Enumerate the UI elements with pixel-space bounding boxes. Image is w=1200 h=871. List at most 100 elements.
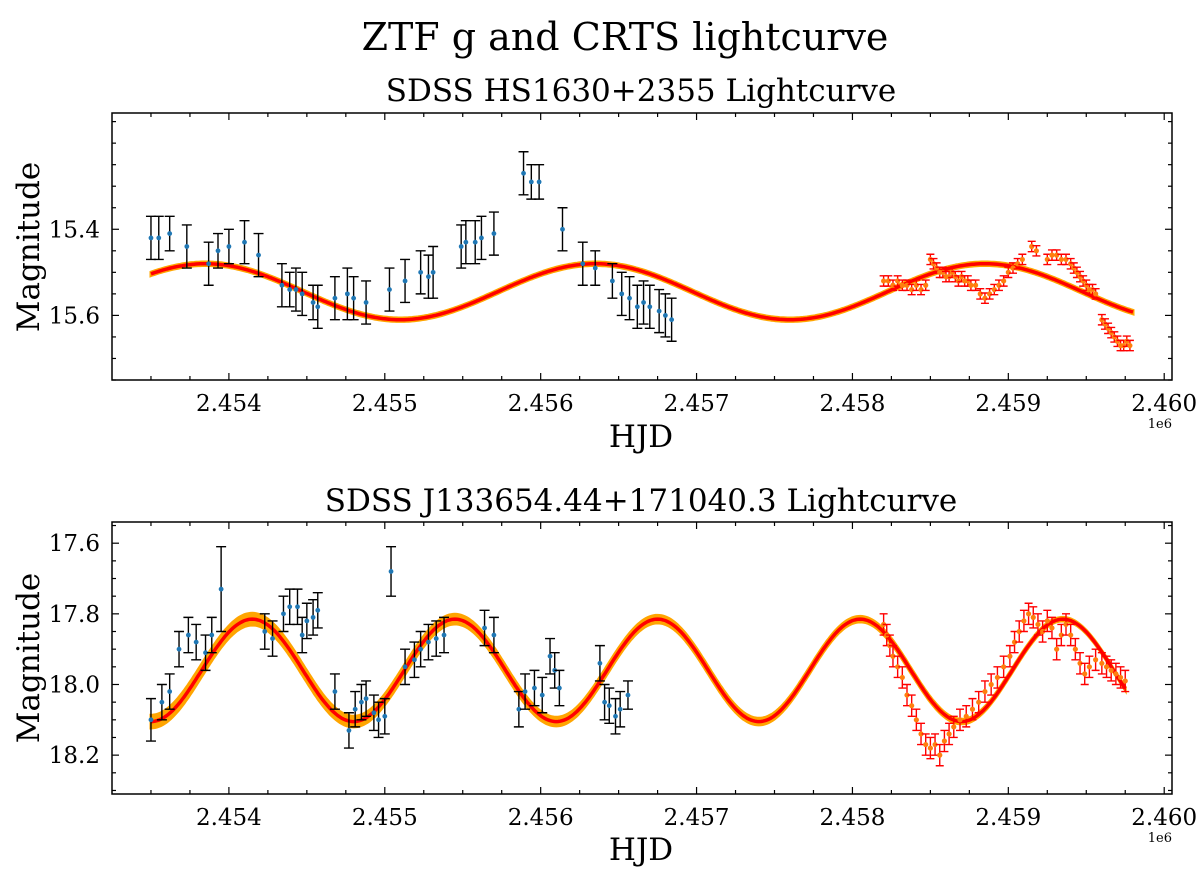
data-point bbox=[1001, 664, 1007, 670]
y-tick-label: 15.6 bbox=[49, 303, 100, 329]
data-point bbox=[491, 231, 497, 236]
data-point bbox=[946, 731, 952, 737]
x-tick-label: 2.458 bbox=[820, 805, 886, 831]
data-point bbox=[184, 244, 190, 249]
data-point bbox=[951, 724, 957, 730]
x-offset-label: 1e6 bbox=[1148, 831, 1172, 846]
data-point bbox=[923, 282, 929, 288]
data-point bbox=[927, 745, 933, 751]
data-point bbox=[1093, 291, 1099, 297]
data-point bbox=[206, 261, 212, 267]
data-point bbox=[1058, 632, 1064, 638]
data-point bbox=[957, 717, 963, 723]
data-point bbox=[352, 706, 358, 712]
data-point bbox=[359, 699, 364, 705]
data-point bbox=[281, 611, 286, 617]
y-tick-label: 17.6 bbox=[49, 531, 100, 557]
data-point bbox=[934, 265, 940, 271]
data-point bbox=[295, 604, 300, 610]
data-point bbox=[270, 636, 275, 641]
data-point bbox=[1080, 278, 1086, 284]
crts-series bbox=[145, 151, 677, 342]
data-point bbox=[1122, 678, 1128, 684]
x-tick-label: 2.455 bbox=[352, 805, 418, 831]
data-point bbox=[287, 287, 293, 292]
model-band-layer bbox=[149, 260, 1135, 323]
data-point bbox=[1040, 628, 1046, 635]
data-point bbox=[647, 304, 653, 310]
data-point bbox=[634, 304, 640, 310]
data-point bbox=[351, 295, 357, 301]
data-point bbox=[287, 604, 293, 610]
x-tick-label: 2.457 bbox=[664, 391, 730, 417]
data-point bbox=[1068, 261, 1074, 267]
data-point bbox=[159, 699, 165, 705]
panel-title: SDSS J133654.44+171040.3 Lightcurve bbox=[325, 483, 957, 519]
data-point bbox=[426, 274, 431, 280]
y-tick-label: 18.0 bbox=[49, 672, 100, 698]
data-point bbox=[203, 650, 208, 656]
data-point bbox=[1114, 338, 1121, 344]
data-point bbox=[904, 282, 910, 288]
data-point bbox=[176, 646, 182, 652]
data-point bbox=[1063, 256, 1069, 263]
data-point bbox=[923, 741, 929, 748]
data-point bbox=[918, 286, 924, 293]
plot-frame bbox=[111, 112, 1173, 381]
data-point bbox=[363, 300, 369, 305]
data-point bbox=[904, 692, 910, 698]
data-point bbox=[156, 235, 162, 241]
data-point bbox=[1054, 252, 1060, 258]
data-point bbox=[982, 295, 988, 301]
data-point bbox=[433, 636, 439, 641]
data-point bbox=[918, 731, 924, 737]
data-point bbox=[387, 287, 392, 292]
data-point bbox=[262, 629, 268, 634]
crts-series bbox=[145, 546, 633, 749]
data-point bbox=[987, 291, 993, 297]
panel-hs1630: SDSS HS1630+2355 Lightcurve 2.454 2.455 2.… bbox=[11, 73, 1197, 455]
data-point bbox=[885, 278, 891, 284]
data-point bbox=[556, 685, 562, 691]
data-point bbox=[1005, 269, 1011, 275]
y-axis-label: Magnitude bbox=[11, 162, 47, 333]
data-point bbox=[521, 170, 526, 176]
data-point bbox=[609, 278, 615, 284]
data-point bbox=[418, 269, 424, 275]
data-point bbox=[1113, 671, 1119, 677]
data-point bbox=[1103, 664, 1110, 670]
x-tick-label: 2.455 bbox=[352, 391, 418, 417]
data-point bbox=[625, 692, 631, 698]
data-point bbox=[968, 282, 974, 288]
data-point bbox=[215, 248, 221, 254]
data-point bbox=[1021, 618, 1027, 624]
data-point bbox=[1068, 632, 1074, 638]
x-offset-label: 1e6 bbox=[1148, 417, 1172, 432]
data-point bbox=[310, 300, 316, 305]
data-point bbox=[344, 291, 350, 297]
data-point bbox=[1072, 646, 1078, 652]
data-point bbox=[1035, 621, 1041, 628]
data-point bbox=[1016, 628, 1022, 635]
data-point bbox=[226, 244, 232, 249]
data-point bbox=[167, 231, 173, 236]
data-point bbox=[193, 639, 199, 645]
data-point bbox=[899, 674, 905, 681]
data-point bbox=[1121, 342, 1127, 349]
data-point bbox=[991, 286, 997, 293]
data-point bbox=[376, 717, 381, 723]
axis-layer: 2.454 2.455 2.456 2.457 2.458 2.459 2.460 17.6 1… bbox=[49, 522, 1197, 831]
model-fit-line bbox=[150, 261, 1134, 322]
data-point bbox=[148, 717, 154, 723]
data-point bbox=[560, 226, 565, 232]
data-point bbox=[982, 688, 988, 695]
data-point bbox=[1054, 646, 1060, 652]
data-point bbox=[1127, 342, 1133, 349]
data-point bbox=[996, 282, 1002, 288]
x-axis-label: HJD bbox=[609, 419, 673, 455]
data-point bbox=[1058, 256, 1064, 263]
data-point bbox=[346, 728, 352, 733]
data-point bbox=[218, 586, 224, 592]
